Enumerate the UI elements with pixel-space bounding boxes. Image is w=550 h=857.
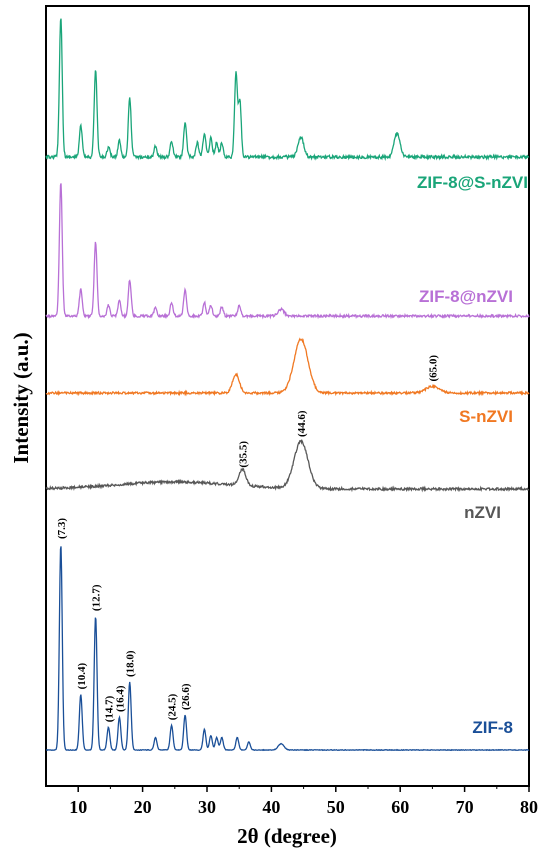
x-tick-label: 30 — [198, 797, 216, 817]
peak-annotation: (10.4) — [76, 662, 88, 689]
x-tick-label: 40 — [262, 797, 280, 817]
series-line — [45, 546, 530, 752]
x-axis-title: 2θ (degree) — [237, 824, 337, 848]
peak-annotation: (24.5) — [167, 693, 179, 720]
x-ticks: 10 20 30 40 50 60 70 80 — [69, 786, 538, 817]
series-zif-8-nzvi — [45, 181, 530, 320]
labels-layer: ZIF-8@S-nZVI ZIF-8@nZVI S-nZVI nZVI ZIF-8 — [417, 173, 528, 737]
x-tick-label: 20 — [134, 797, 152, 817]
peak-annotation: (26.6) — [180, 683, 192, 710]
series-label: nZVI — [464, 503, 501, 522]
series-label: ZIF-8@nZVI — [419, 287, 513, 306]
series-line — [45, 337, 530, 397]
x-tick-label: 80 — [520, 797, 538, 817]
plot-frame — [45, 5, 530, 787]
x-tick-label: 60 — [391, 797, 409, 817]
x-tick-label: 10 — [69, 797, 87, 817]
series-line — [45, 18, 530, 162]
series-line — [45, 438, 530, 493]
peak-annotation: (7.3) — [56, 518, 68, 539]
peak-annotation: (18.0) — [125, 650, 137, 677]
annotation-layer: (65.0) (35.5) (44.6) (7.3) (10.4) (12.7) (14.7… — [56, 355, 440, 723]
peak-annotation: (14.7) — [104, 695, 116, 722]
series-line — [45, 183, 530, 320]
x-tick-label: 50 — [327, 797, 345, 817]
peak-annotation: (16.4) — [114, 685, 126, 712]
series-label: ZIF-8 — [472, 718, 513, 737]
x-tick-label: 70 — [456, 797, 474, 817]
peak-annotation: (12.7) — [91, 584, 103, 611]
series-label: S-nZVI — [459, 407, 513, 426]
y-axis-title: Intensity (a.u.) — [9, 332, 33, 463]
series-layer — [45, 16, 530, 752]
series-zif-8-s-nzvi — [45, 16, 530, 162]
peak-annotation: (44.6) — [296, 410, 308, 437]
peak-annotation: (35.5) — [237, 441, 249, 468]
series-label: ZIF-8@S-nZVI — [417, 173, 528, 192]
series-nzvi — [45, 438, 530, 493]
peak-annotation: (65.0) — [427, 355, 439, 382]
series-zif-8 — [45, 543, 530, 752]
series-s-nzvi — [45, 337, 530, 397]
